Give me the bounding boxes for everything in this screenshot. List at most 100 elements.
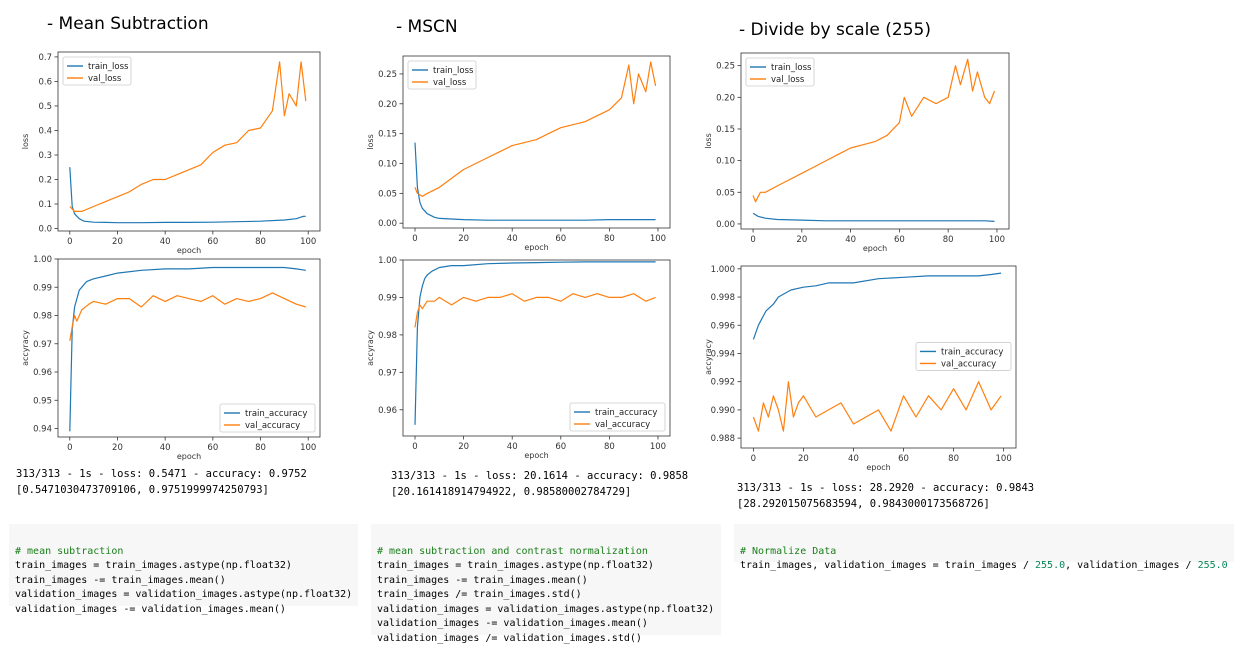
chart-scale-accuracy: 0 20 40 60 80 100 0.988 0.990 0.992 0.994 0.996 0.9…	[704, 265, 1017, 472]
series-line-train-loss	[414, 142, 656, 221]
x-tick-label: 40	[507, 234, 518, 244]
title-divide-by-scale: - Divide by scale (255)	[739, 20, 931, 40]
code-line: train_images = train_images.astype(np.fl…	[377, 560, 654, 571]
code-number: 255.0	[1197, 560, 1228, 571]
y-tick-label: 0.98	[33, 312, 52, 322]
code-number: 255.0	[1035, 560, 1066, 571]
y-tick-label: 0.5	[38, 102, 52, 112]
y-tick-label: 0.988	[711, 434, 735, 444]
legend-label: val_loss	[433, 78, 467, 88]
code-line: train_images /= train_images.std()	[377, 589, 582, 600]
code-cell-mean-subtraction[interactable]: # mean subtraction train_images = train_i…	[9, 524, 358, 615]
chart-mscn-loss: 0 20 40 60 80 100 0.00 0.05 0.10 0.15 0.20 0.25 epoc…	[366, 55, 671, 252]
y-axis-label: accyracy	[21, 330, 30, 366]
y-tick-label: 0.992	[711, 378, 735, 388]
title-mscn: - MSCN	[396, 17, 458, 37]
x-tick-label: 20	[112, 237, 123, 247]
y-tick-label: 0.00	[378, 219, 397, 229]
series-line-train-loss	[69, 167, 306, 224]
y-tick-label: 1.000	[711, 265, 735, 275]
code-line: validation_images -= validation_images.m…	[377, 618, 648, 629]
output-line-2: [0.5471030473709106, 0.9751999974250793]	[16, 484, 269, 496]
series-line-val-accuracy	[414, 293, 656, 328]
y-tick-label: 0.05	[716, 188, 735, 198]
x-tick-label: 20	[112, 443, 123, 453]
legend-box	[569, 402, 666, 432]
x-axis-label: epoch	[177, 452, 201, 461]
title-mean-subtraction: - Mean Subtraction	[47, 14, 209, 34]
code-cell-normalize[interactable]: # Normalize Data train_images, validation…	[734, 524, 1234, 571]
x-tick-label: 0	[412, 442, 417, 452]
x-tick-label: 60	[894, 235, 905, 245]
y-tick-label: 0.2	[38, 176, 52, 186]
code-line: train_images -= train_images.mean()	[377, 574, 588, 586]
x-tick-label: 80	[255, 237, 266, 247]
y-axis-label: loss	[366, 134, 375, 149]
x-tick-label: 80	[604, 234, 615, 244]
output-line-1: 313/313 - 1s - loss: 0.5471 - accuracy: …	[16, 468, 307, 480]
x-axis-label: epoch	[866, 463, 890, 472]
series-line-train-accuracy	[752, 272, 1002, 340]
x-tick-label: 40	[160, 237, 171, 247]
series-line-val-loss	[752, 58, 996, 203]
legend-label: train_loss	[433, 66, 474, 76]
x-axis-label: epoch	[177, 246, 201, 255]
legend-label: val_accuracy	[941, 359, 996, 369]
y-tick-label: 0.4	[38, 126, 52, 136]
y-tick-label: 0.3	[38, 151, 52, 161]
x-tick-label: 40	[160, 443, 171, 453]
legend-box	[915, 342, 1012, 371]
x-tick-label: 60	[898, 454, 909, 464]
y-tick-label: 0.996	[711, 321, 735, 331]
series-line-train-accuracy	[69, 266, 306, 432]
x-tick-label: 40	[848, 454, 859, 464]
code-line: validation_images = validation_images.as…	[377, 603, 715, 615]
y-axis-label: accyracy	[704, 339, 713, 375]
legend-label: val_accuracy	[595, 420, 650, 430]
output-mscn: 313/313 - 1s - loss: 20.1614 - accuracy:…	[391, 468, 688, 500]
x-tick-label: 80	[604, 442, 615, 452]
x-axis-label: epoch	[524, 451, 548, 460]
y-tick-label: 0.20	[716, 93, 735, 103]
legend-box	[219, 403, 316, 433]
legend: train_accuracy val_accuracy	[219, 403, 316, 433]
y-tick-label: 0.10	[378, 160, 397, 170]
x-tick-label: 20	[458, 234, 469, 244]
code-comment: # Normalize Data	[740, 545, 837, 557]
y-tick-label: 0.994	[711, 349, 735, 359]
code-text: , validation_images /	[1065, 560, 1198, 571]
y-tick-label: 0.25	[716, 62, 735, 72]
x-tick-label: 80	[255, 443, 266, 453]
output-line-2: [28.292015075683594, 0.9843000173568726]	[737, 498, 990, 510]
legend-label: val_loss	[88, 74, 122, 84]
y-axis-label: loss	[704, 133, 713, 148]
x-tick-label: 20	[798, 454, 809, 464]
chart-scale-loss: 0 20 40 60 80 100 0.00 0.05 0.10 0.15 0.20 0.25 epoc…	[704, 52, 1010, 253]
x-tick-label: 20	[458, 442, 469, 452]
legend-label: train_accuracy	[245, 409, 307, 419]
series-line-train-accuracy	[414, 261, 656, 425]
legend: train_loss val_loss	[62, 56, 132, 86]
output-line-2: [20.161418914794922, 0.98580002784729]	[391, 486, 632, 498]
chart-mean-sub-loss: 0 20 40 60 80 100 0.0 0.1 0.2 0.3 0.4 0.5 0.6 0.7 epoc…	[21, 51, 321, 255]
x-tick-label: 0	[67, 237, 72, 247]
y-tick-label: 0.25	[378, 70, 397, 80]
code-cell-mscn[interactable]: # mean subtraction and contrast normaliz…	[371, 524, 721, 644]
x-axis-label: epoch	[863, 244, 887, 253]
y-tick-label: 0.96	[33, 368, 52, 378]
series-line-val-loss	[69, 61, 307, 212]
code-line: validation_images = validation_images.as…	[15, 589, 353, 600]
code-comment: # mean subtraction and contrast normaliz…	[377, 545, 648, 557]
x-tick-label: 100	[300, 237, 316, 247]
x-tick-label: 60	[207, 443, 218, 453]
series-line-train-loss	[752, 212, 995, 222]
code-line: validation_images /= validation_images.s…	[377, 632, 642, 644]
legend-label: train_accuracy	[595, 408, 657, 418]
x-tick-label: 60	[555, 234, 566, 244]
legend-label: val_loss	[771, 75, 805, 85]
legend-label: train_loss	[771, 63, 812, 73]
y-tick-label: 0.1	[38, 200, 52, 210]
legend: train_accuracy val_accuracy	[915, 342, 1012, 371]
legend-label: train_loss	[88, 62, 129, 72]
code-comment: # mean subtraction	[15, 545, 124, 557]
